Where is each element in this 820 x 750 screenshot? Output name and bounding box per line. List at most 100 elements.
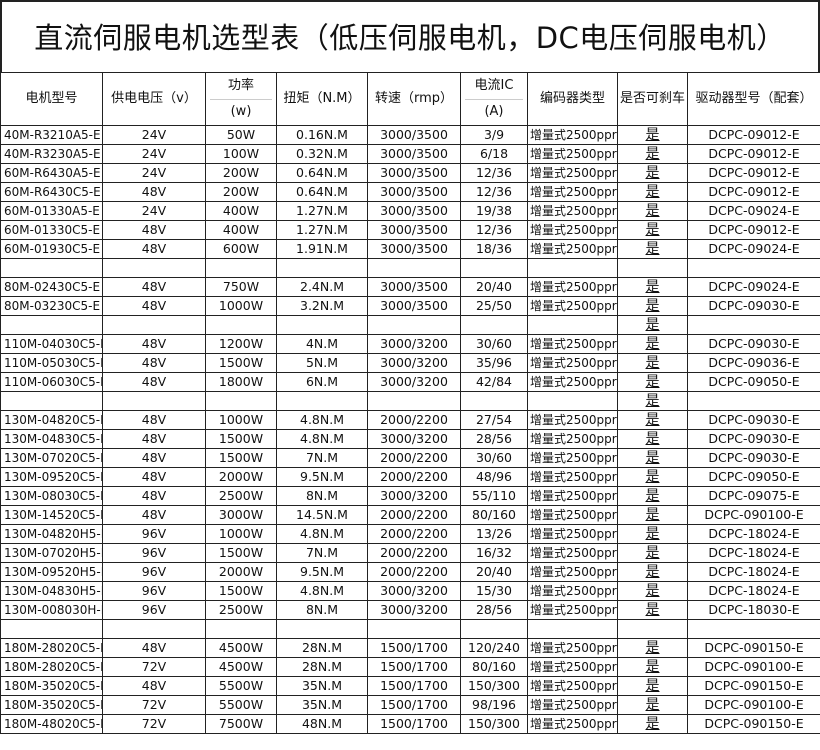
cell-encoder: 增量式2500ppr [527,163,618,183]
cell-current: 30/60 [460,334,528,354]
separator-row [0,258,820,278]
cell-torque: 14.5N.M [276,505,368,525]
cell-brake: 是 [617,201,688,221]
cell-voltage: 96V [102,600,206,620]
cell-speed: 3000/3200 [367,353,461,373]
cell-power: 2000W [205,562,277,582]
cell-speed: 2000/2200 [367,467,461,487]
cell-voltage: 48V [102,182,206,202]
cell-model: 130M-04830H5-E [0,581,103,601]
cell-encoder: 增量式2500ppr [527,581,618,601]
cell-voltage: 48V [102,448,206,468]
cell-voltage: 48V [102,220,206,240]
cell-power: 1800W [205,372,277,392]
cell-driver: DCPC-09075-E [687,486,820,506]
cell-encoder: 增量式2500ppr [527,220,618,240]
cell-model [0,391,103,411]
separator-row: 是 [0,315,820,335]
cell-voltage: 48V [102,410,206,430]
cell-speed: 1500/1700 [367,714,461,734]
cell-voltage [102,619,206,639]
cell-driver: DCPC-18024-E [687,581,820,601]
cell-torque: 9.5N.M [276,562,368,582]
cell-encoder: 增量式2500ppr [527,125,618,145]
cell-torque: 1.27N.M [276,201,368,221]
cell-voltage: 96V [102,524,206,544]
cell-encoder: 增量式2500ppr [527,144,618,164]
cell-torque: 8N.M [276,486,368,506]
cell-model: 80M-03230C5-E [0,296,103,316]
cell-current: 20/40 [460,562,528,582]
cell-driver: DCPC-09050-E [687,372,820,392]
cell-model [0,258,103,278]
cell-current: 48/96 [460,467,528,487]
cell-model: 180M-48020C5-E [0,714,103,734]
cell-torque: 3.2N.M [276,296,368,316]
cell-model: 130M-008030H-E [0,600,103,620]
cell-brake: 是 [617,429,688,449]
header-current-label: 电流IC [465,74,523,100]
table-row: 130M-09520C5-E 48V 2000W 9.5N.M 2000/2200 48/… [0,467,820,487]
cell-model: 130M-09520H5-E [0,562,103,582]
table-row: 60M-R6430C5-E 48V 200W 0.64N.M 3000/3500 12/3… [0,182,820,202]
cell-encoder: 增量式2500ppr [527,638,618,658]
cell-brake: 是 [617,163,688,183]
table-row: 60M-R6430A5-E 24V 200W 0.64N.M 3000/3500 12/3… [0,163,820,183]
cell-torque: 35N.M [276,676,368,696]
cell-encoder [527,619,618,639]
cell-power: 5500W [205,676,277,696]
cell-driver: DCPC-09050-E [687,467,820,487]
cell-driver: DCPC-09012-E [687,182,820,202]
table-row: 130M-04820H5-E 96V 1000W 4.8N.M 2000/2200 13/… [0,524,820,544]
cell-driver: DCPC-18024-E [687,543,820,563]
cell-driver: DCPC-09012-E [687,144,820,164]
cell-brake: 是 [617,467,688,487]
cell-voltage: 96V [102,581,206,601]
cell-current: 18/36 [460,239,528,259]
cell-current: 12/36 [460,182,528,202]
cell-voltage: 48V [102,334,206,354]
cell-speed [367,258,461,278]
cell-driver [687,315,820,335]
cell-model: 130M-07020H5-E [0,543,103,563]
cell-encoder: 增量式2500ppr [527,524,618,544]
cell-power: 4500W [205,657,277,677]
cell-encoder: 增量式2500ppr [527,657,618,677]
cell-brake: 是 [617,220,688,240]
cell-power: 3000W [205,505,277,525]
cell-torque: 35N.M [276,695,368,715]
cell-power [205,258,277,278]
cell-model: 130M-04820H5-E [0,524,103,544]
header-driver: 驱动器型号（配套） [687,72,820,126]
cell-speed: 1500/1700 [367,638,461,658]
cell-brake: 是 [617,543,688,563]
cell-current: 16/32 [460,543,528,563]
cell-torque: 4.8N.M [276,410,368,430]
cell-speed: 2000/2200 [367,543,461,563]
cell-speed: 3000/3200 [367,334,461,354]
cell-encoder: 增量式2500ppr [527,543,618,563]
cell-voltage: 48V [102,638,206,658]
table-row: 40M-R3230A5-E 24V 100W 0.32N.M 3000/3500 6/18… [0,144,820,164]
cell-speed: 1500/1700 [367,695,461,715]
cell-encoder [527,391,618,411]
cell-driver: DCPC-09024-E [687,277,820,297]
cell-power: 50W [205,125,277,145]
cell-speed: 3000/3500 [367,144,461,164]
cell-voltage: 72V [102,657,206,677]
cell-brake: 是 [617,505,688,525]
cell-speed [367,619,461,639]
cell-brake: 是 [617,524,688,544]
cell-model: 40M-R3210A5-E [0,125,103,145]
cell-driver [687,619,820,639]
cell-torque: 28N.M [276,657,368,677]
header-current-unit: (A) [484,104,504,120]
cell-current: 28/56 [460,600,528,620]
cell-voltage [102,258,206,278]
cell-power: 1000W [205,524,277,544]
cell-model: 60M-01330C5-E [0,220,103,240]
cell-current: 150/300 [460,676,528,696]
servo-motor-selection-table: 电机型号 供电电压（v） 功率 (w) 扭矩（N.M） 转速（rmp） 电流IC (… [0,72,820,734]
cell-brake: 是 [617,315,688,335]
cell-current: 15/30 [460,581,528,601]
